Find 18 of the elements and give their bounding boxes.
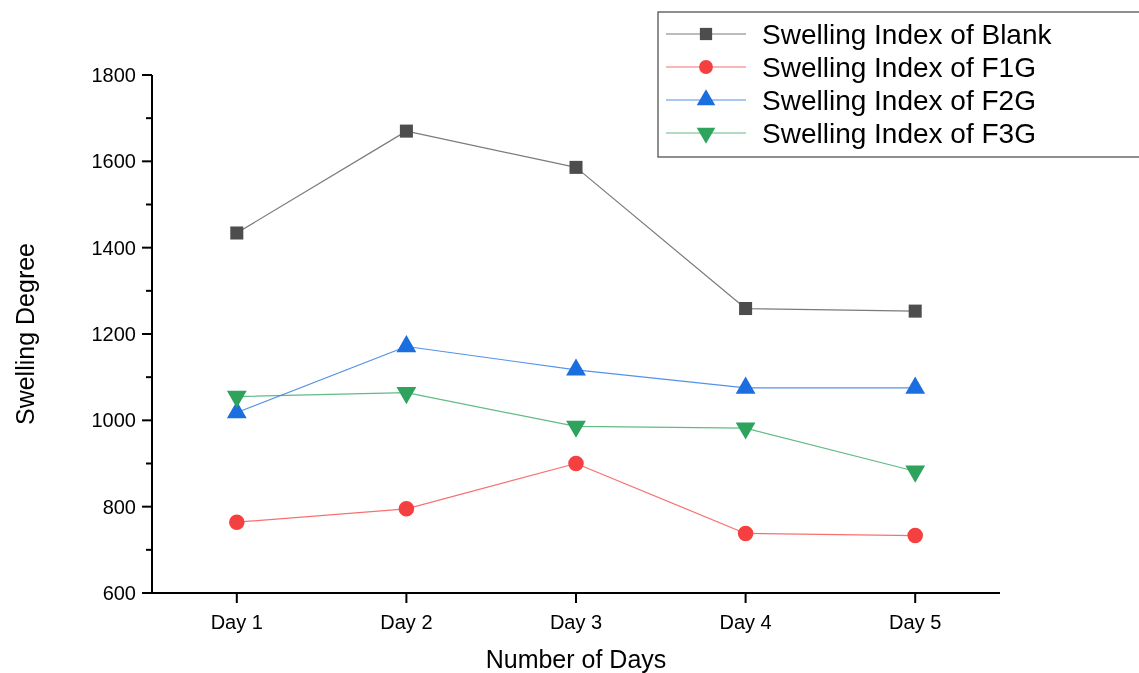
y-tick-label: 1200: [91, 323, 136, 345]
x-tick-label: Day 5: [889, 611, 942, 633]
y-tick-label: 1600: [91, 150, 136, 173]
x-tick-label: Day 3: [549, 611, 603, 633]
y-tick-label: 600: [102, 582, 136, 604]
x-tick-label: Day 2: [380, 611, 433, 633]
legend-label: Swelling Index of Blank: [762, 18, 1053, 50]
x-tick-label: Day 4: [719, 611, 772, 633]
x-axis-title: Number of Days: [485, 645, 667, 673]
y-axis-title: Swelling Degree: [11, 242, 39, 426]
y-tick-label: 1000: [91, 409, 136, 432]
legend-label: Swelling Index of F3G: [762, 117, 1036, 149]
legend-label: Swelling Index of F1G: [762, 51, 1036, 83]
legend-label: Swelling Index of F2G: [762, 84, 1036, 116]
y-tick-label: 1400: [91, 236, 136, 259]
x-tick-label: Day 1: [210, 611, 263, 633]
y-tick-label: 800: [102, 495, 136, 518]
y-tick-label: 1800: [91, 64, 136, 86]
